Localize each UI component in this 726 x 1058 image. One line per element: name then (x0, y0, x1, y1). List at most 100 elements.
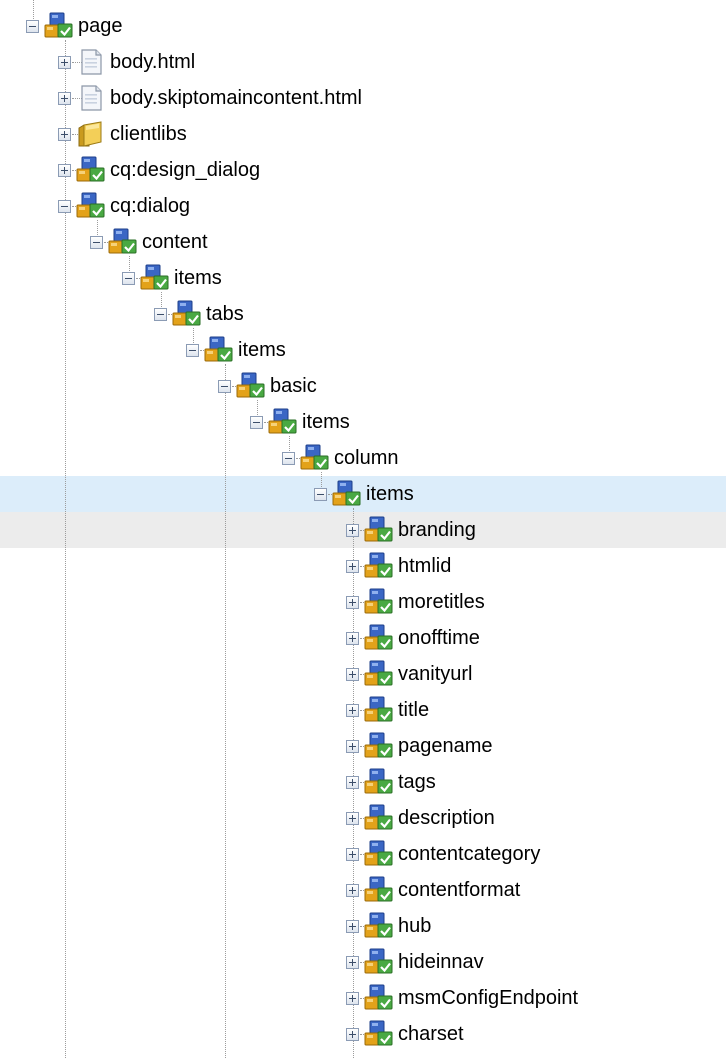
collapse-toggle-icon[interactable] (218, 379, 231, 393)
tree-node-label[interactable]: moretitles (398, 591, 485, 613)
expand-toggle-icon[interactable] (346, 703, 359, 717)
tree-node-cq-design-dialog[interactable]: cq:design_dialog (58, 152, 260, 188)
tree-node-items[interactable]: items (186, 332, 286, 368)
partial-node-icon (244, 1050, 266, 1058)
tree-node-label[interactable]: description (398, 807, 495, 829)
connector-line (225, 364, 226, 1058)
expand-toggle-icon[interactable] (346, 1027, 359, 1041)
expand-toggle-icon[interactable] (346, 775, 359, 789)
tree-node-label[interactable]: onofftime (398, 627, 480, 649)
tree-node-msmconfigendpoint[interactable]: msmConfigEndpoint (346, 980, 578, 1016)
component-node-icon (364, 948, 394, 976)
tree-node-label[interactable]: body.skiptomaincontent.html (110, 87, 362, 109)
tree-node-label[interactable]: items (238, 339, 286, 361)
tree-node-label[interactable]: items (302, 411, 350, 433)
tree-node-page[interactable]: page (26, 8, 123, 44)
tree-node-label[interactable]: tabs (206, 303, 244, 325)
tree-node-basic[interactable]: basic (218, 368, 317, 404)
expand-toggle-icon[interactable] (58, 163, 71, 177)
collapse-toggle-icon[interactable] (90, 235, 103, 249)
collapse-toggle-icon[interactable] (186, 343, 199, 357)
component-node-icon (364, 840, 394, 868)
tree-node-contentcategory[interactable]: contentcategory (346, 836, 540, 872)
component-node-icon (140, 264, 170, 292)
tree-node-column[interactable]: column (282, 440, 398, 476)
tree-node-hub[interactable]: hub (346, 908, 431, 944)
tree-node-body-skiptomaincontent-html[interactable]: body.skiptomaincontent.html (58, 80, 362, 116)
tree-node-label[interactable]: cq:design_dialog (110, 159, 261, 181)
expand-toggle-icon[interactable] (346, 523, 359, 537)
tree-node-tags[interactable]: tags (346, 764, 436, 800)
expand-toggle-icon[interactable] (346, 919, 359, 933)
component-node-icon (364, 732, 394, 760)
tree-node-charset[interactable]: charset (346, 1016, 464, 1052)
tree-node-label[interactable]: hub (398, 915, 432, 937)
tree-node-label[interactable]: body.html (110, 51, 196, 73)
tree-node-content[interactable]: content (90, 224, 208, 260)
expand-toggle-icon[interactable] (346, 739, 359, 753)
expand-toggle-icon[interactable] (346, 595, 359, 609)
tree-node-body-html[interactable]: body.html (58, 44, 195, 80)
tree-node-description[interactable]: description (346, 800, 495, 836)
tree-node-items[interactable]: items (314, 476, 414, 512)
tree-node-label[interactable]: vanityurl (398, 663, 473, 685)
expand-toggle-icon[interactable] (58, 127, 71, 141)
tree-node-label[interactable]: items (174, 267, 222, 289)
expand-toggle-icon[interactable] (346, 667, 359, 681)
tree-node-label[interactable]: msmConfigEndpoint (398, 987, 579, 1009)
collapse-toggle-icon[interactable] (282, 451, 295, 465)
component-node-icon (76, 192, 106, 220)
collapse-toggle-icon[interactable] (58, 199, 71, 213)
tree-node-moretitles[interactable]: moretitles (346, 584, 485, 620)
tree-node-branding[interactable]: branding (346, 512, 476, 548)
tree-node-title[interactable]: title (346, 692, 429, 728)
tree-node-label[interactable]: htmlid (398, 555, 452, 577)
expand-toggle-icon[interactable] (58, 55, 71, 69)
collapse-toggle-icon[interactable] (250, 415, 263, 429)
tree-node-label[interactable]: page (78, 15, 123, 37)
tree-node-label[interactable]: contentcategory (398, 843, 541, 865)
connector-line (33, 0, 34, 19)
expand-toggle-icon[interactable] (346, 955, 359, 969)
tree-node-label[interactable]: hideinnav (398, 951, 484, 973)
expand-toggle-icon[interactable] (346, 847, 359, 861)
tree-node-label[interactable]: pagename (398, 735, 493, 757)
collapse-toggle-icon[interactable] (154, 307, 167, 321)
connector-line (97, 220, 98, 235)
tree-node-label[interactable]: tags (398, 771, 436, 793)
tree-node-items[interactable]: items (250, 404, 350, 440)
collapse-toggle-icon[interactable] (26, 19, 39, 33)
tree-node-tabs[interactable]: tabs (154, 296, 244, 332)
expand-toggle-icon[interactable] (346, 559, 359, 573)
expand-toggle-icon[interactable] (346, 883, 359, 897)
tree-node-label[interactable]: title (398, 699, 430, 721)
tree-node-label[interactable]: cq:dialog (110, 195, 191, 217)
expand-toggle-icon[interactable] (346, 631, 359, 645)
tree-node-label[interactable]: basic (270, 375, 317, 397)
tree-node-clientlibs[interactable]: clientlibs (58, 116, 187, 152)
tree-node-pagename[interactable]: pagename (346, 728, 493, 764)
tree-node-label[interactable]: column (334, 447, 399, 469)
tree-node-hideinnav[interactable]: hideinnav (346, 944, 484, 980)
tree-node-htmlid[interactable]: htmlid (346, 548, 451, 584)
tree-node-onofftime[interactable]: onofftime (346, 620, 480, 656)
connector-line (129, 256, 130, 271)
connector-line (72, 98, 84, 99)
collapse-toggle-icon[interactable] (122, 271, 135, 285)
tree-node-label[interactable]: charset (398, 1023, 464, 1045)
tree-node-items[interactable]: items (122, 260, 222, 296)
tree-node-contentformat[interactable]: contentformat (346, 872, 520, 908)
component-node-icon (364, 1020, 394, 1048)
tree-node-cq-dialog[interactable]: cq:dialog (58, 188, 190, 224)
tree-node-label[interactable]: contentformat (398, 879, 521, 901)
component-node-icon (364, 804, 394, 832)
expand-toggle-icon[interactable] (346, 991, 359, 1005)
tree-node-label[interactable]: clientlibs (110, 123, 187, 145)
expand-toggle-icon[interactable] (346, 811, 359, 825)
tree-node-label[interactable]: branding (398, 519, 476, 541)
tree-node-vanityurl[interactable]: vanityurl (346, 656, 472, 692)
collapse-toggle-icon[interactable] (314, 487, 327, 501)
expand-toggle-icon[interactable] (58, 91, 71, 105)
tree-node-label[interactable]: items (366, 483, 414, 505)
tree-node-label[interactable]: content (142, 231, 208, 253)
